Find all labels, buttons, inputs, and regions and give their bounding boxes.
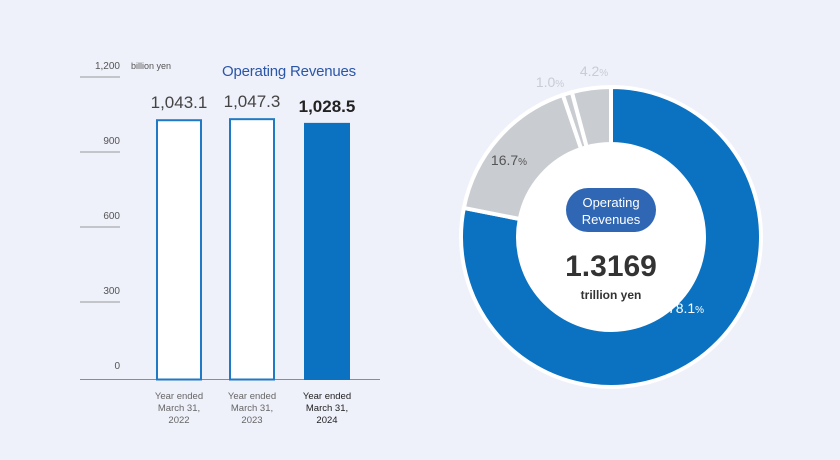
bar-value-label: 1,047.3	[224, 92, 281, 111]
bar-2	[229, 118, 275, 381]
center-title-line: Operating	[582, 195, 639, 210]
x-category-label: March 31,	[231, 403, 273, 414]
percent-sign: %	[599, 68, 608, 79]
slice-percent-label: 1.0%	[536, 74, 564, 90]
y-tick-label: 300	[103, 286, 120, 297]
chart-title: Operating Revenues	[222, 63, 356, 80]
slice-percent-label: 4.2%	[580, 63, 608, 79]
bar-value-label: 1,043.1	[151, 93, 208, 112]
bar-1	[156, 119, 202, 381]
donut-slice-1	[459, 84, 763, 389]
y-tick-label: 900	[103, 136, 120, 147]
percent-sign: %	[695, 305, 704, 316]
y-tick-label: 0	[114, 361, 120, 372]
bar-chart: 0 300 600 900 1,200 billion yen Operating Reve…	[80, 61, 380, 426]
x-category-label: Year ended	[228, 391, 276, 402]
donut-center	[519, 145, 703, 329]
x-category-label: 2022	[168, 415, 189, 426]
x-category-label: Year ended	[303, 391, 351, 402]
x-category-label: March 31,	[306, 403, 348, 414]
center-title-pill	[566, 188, 656, 232]
center-title-line: Revenues	[582, 212, 641, 227]
slice-percent-label: 78.1%	[668, 300, 704, 316]
x-category-label: Year ended	[155, 391, 203, 402]
x-category-label: March 31,	[158, 403, 200, 414]
bar-3	[304, 122, 350, 380]
center-value: 1.3169	[565, 250, 657, 283]
y-tick-label: 1,200	[95, 61, 120, 72]
x-category-label: 2024	[316, 415, 337, 426]
y-tick-label: 600	[103, 211, 120, 222]
unit-label: billion yen	[131, 61, 171, 71]
donut-slice-4	[569, 84, 613, 150]
bar-value-label: 1,028.5	[299, 97, 356, 116]
percent-sign: %	[518, 157, 527, 168]
center-unit: trillion yen	[581, 288, 642, 302]
percent-sign: %	[555, 79, 564, 90]
x-category-label: 2023	[241, 415, 262, 426]
slice-percent-label: 16.7%	[491, 152, 527, 168]
